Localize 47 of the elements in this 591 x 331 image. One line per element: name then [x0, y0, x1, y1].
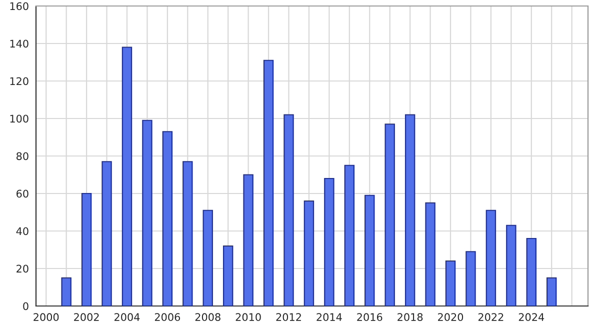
- y-tick-label: 100: [10, 114, 28, 123]
- x-tick-label: 2006: [154, 313, 180, 322]
- x-tick-label: 2022: [478, 313, 504, 322]
- bar: [263, 60, 274, 306]
- bar: [384, 124, 395, 306]
- bar: [526, 238, 536, 306]
- bar: [284, 114, 294, 306]
- bar: [304, 200, 314, 306]
- bar: [445, 260, 456, 306]
- bar: [243, 174, 254, 306]
- x-tick-label: 2024: [518, 313, 544, 322]
- bar: [182, 161, 193, 306]
- bar: [506, 224, 516, 306]
- bar: [425, 202, 436, 306]
- x-tick-label: 2020: [438, 313, 464, 322]
- x-tick-label: 2000: [34, 313, 59, 322]
- y-tick-label: 80: [16, 152, 28, 160]
- x-tick-label: 2010: [236, 313, 261, 322]
- bar: [162, 131, 173, 306]
- bar: [122, 46, 132, 306]
- x-tick-label: 2008: [195, 313, 220, 322]
- bar: [546, 277, 557, 306]
- x-tick-label: 2016: [357, 313, 382, 322]
- y-tick-label: 120: [10, 77, 28, 86]
- y-tick-label: 0: [23, 302, 28, 310]
- bar: [222, 245, 234, 306]
- y-tick-label: 60: [16, 190, 28, 198]
- bar: [61, 277, 72, 306]
- x-tick-label: 2014: [316, 313, 342, 322]
- y-tick-label: 40: [16, 227, 28, 236]
- bar: [466, 251, 476, 306]
- y-tick-label: 160: [10, 2, 28, 10]
- x-tick-label: 2012: [276, 313, 301, 322]
- bar: [324, 178, 334, 306]
- x-tick-label: 2018: [398, 313, 423, 322]
- bar: [364, 194, 375, 306]
- bar: [202, 210, 213, 306]
- bar: [486, 210, 496, 306]
- bar: [102, 161, 112, 306]
- y-tick-label: 140: [10, 40, 28, 48]
- bar: [404, 114, 416, 306]
- x-tick-label: 2002: [74, 313, 99, 322]
- y-tick-label: 20: [16, 264, 28, 273]
- bar: [81, 192, 92, 306]
- bar: [142, 120, 152, 306]
- bar: [344, 164, 355, 306]
- x-tick-label: 2004: [114, 313, 140, 322]
